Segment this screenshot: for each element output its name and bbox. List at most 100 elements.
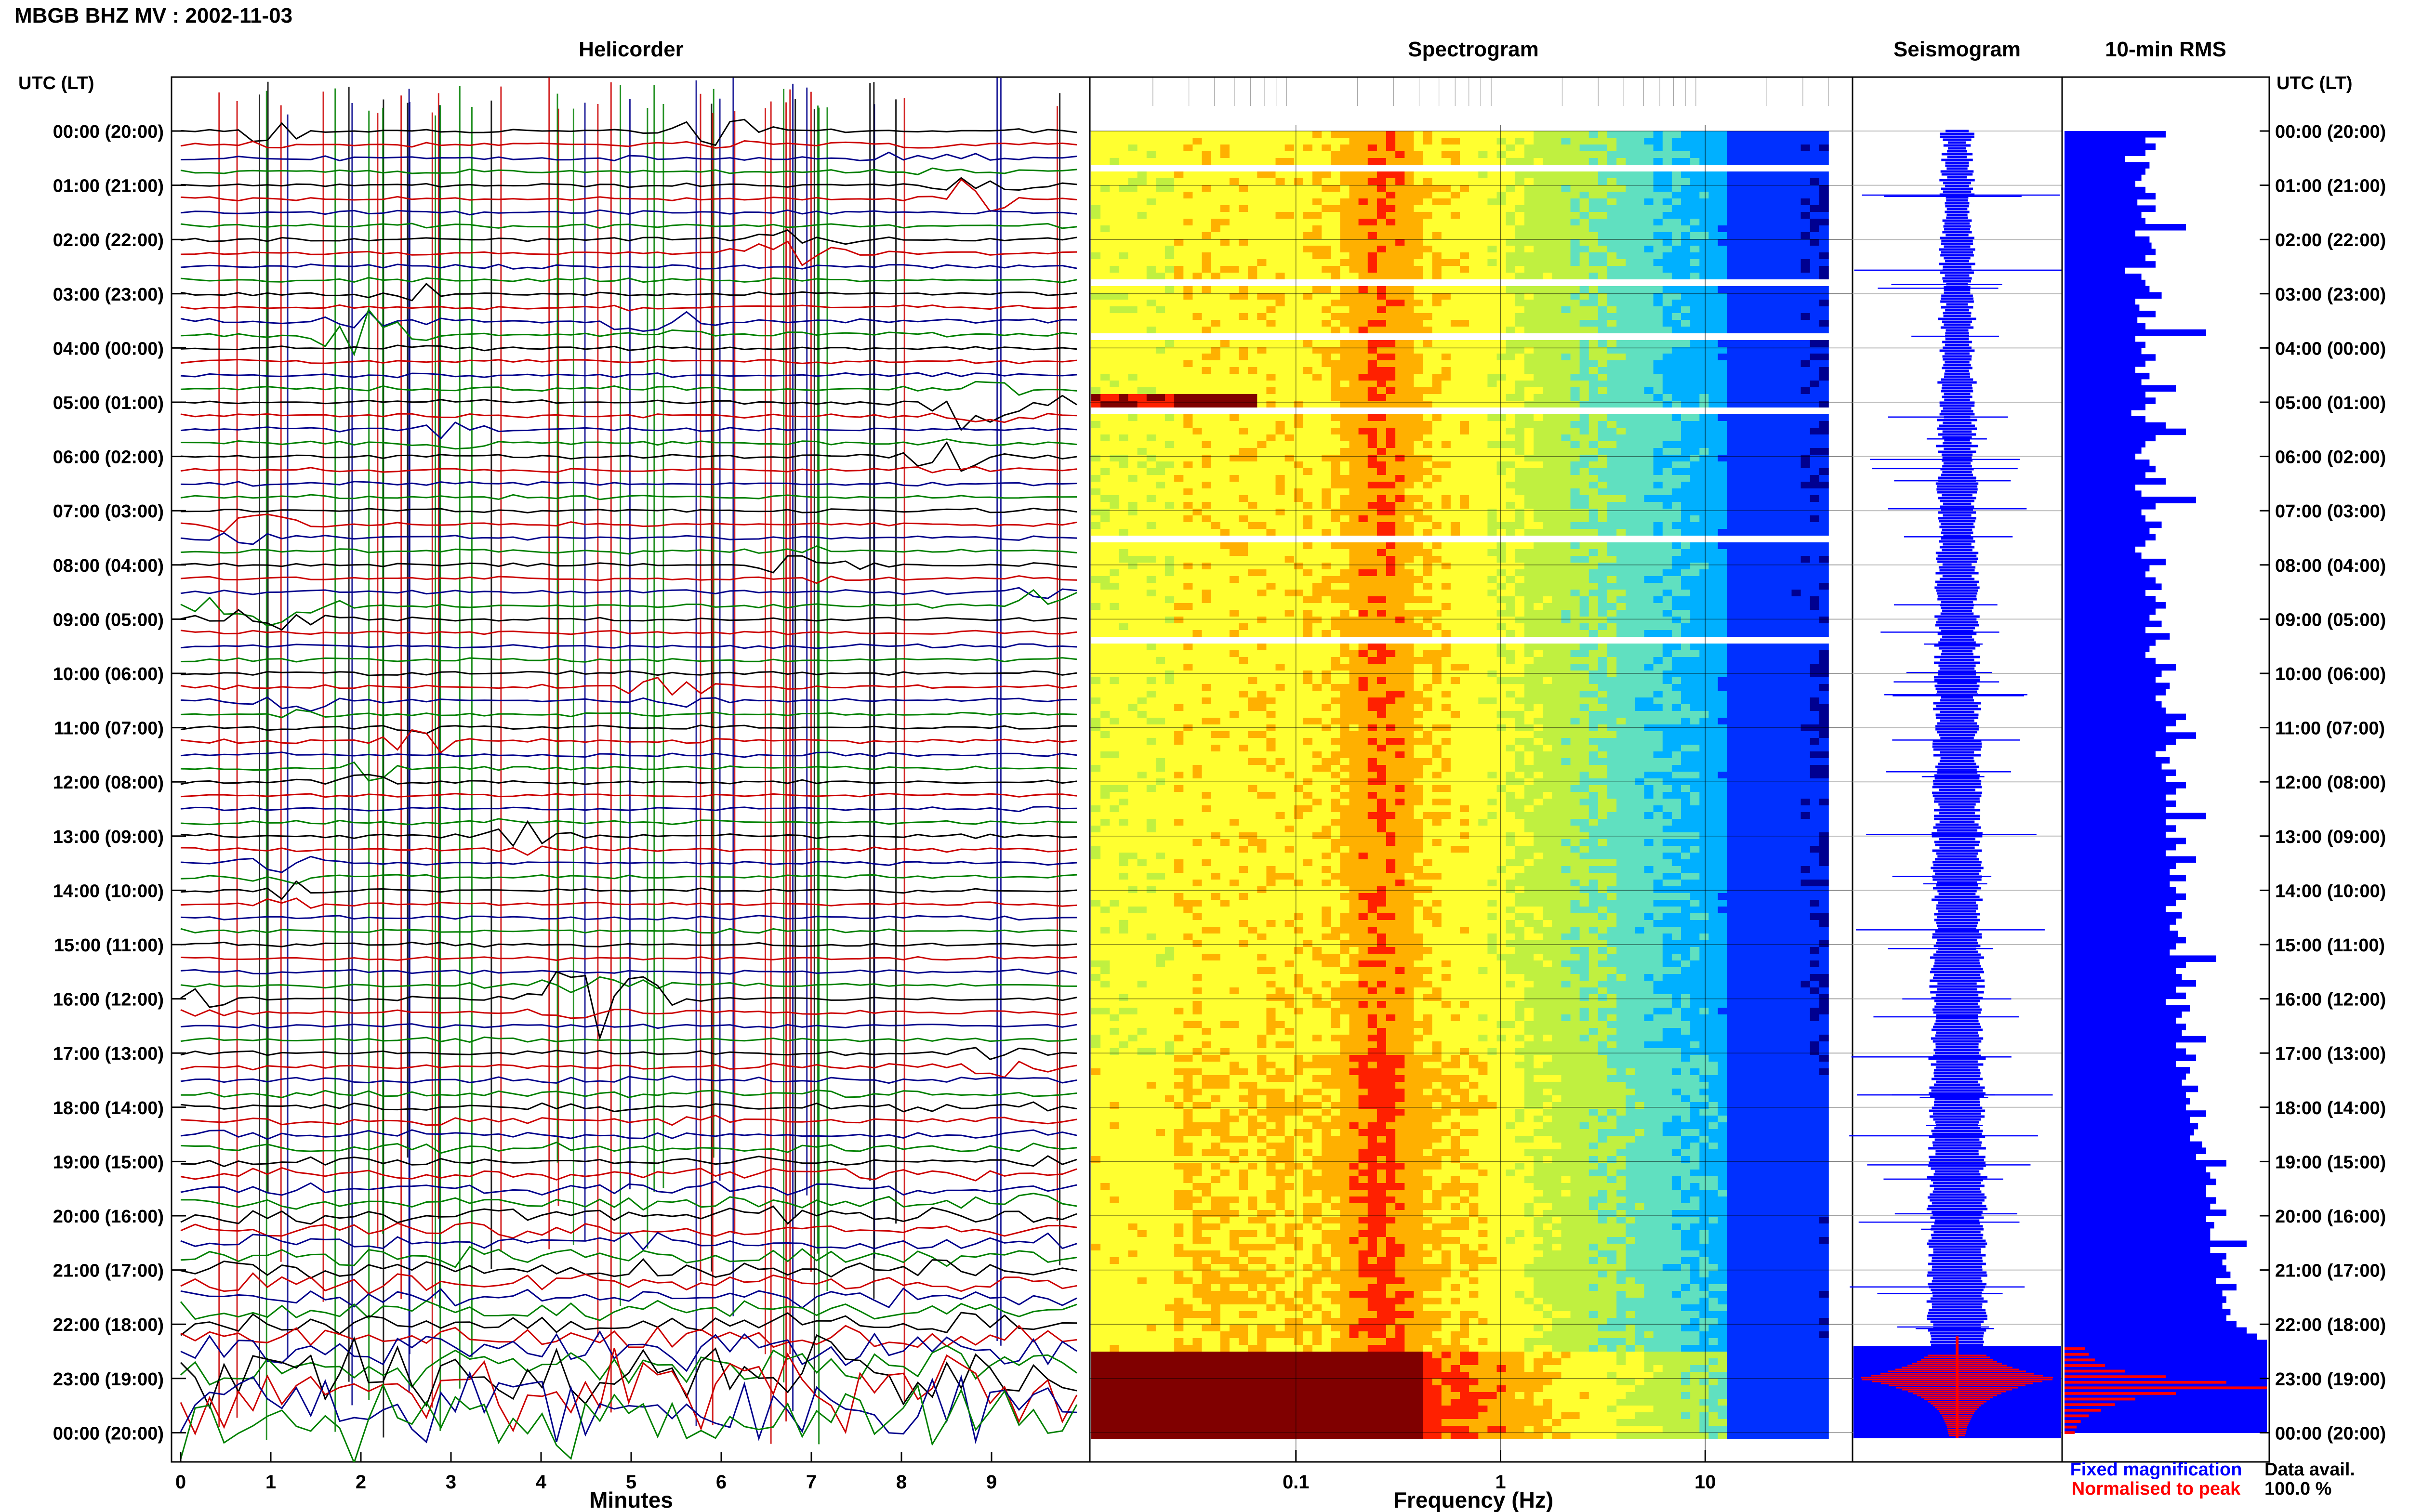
spectrogram-cell: [1552, 509, 1562, 515]
spectrogram-cell: [1137, 273, 1147, 279]
spectrogram-cell: [1414, 320, 1424, 327]
spectrogram-cell: [1588, 246, 1599, 252]
spectrogram-cell: [1312, 509, 1322, 515]
spectrogram-cell: [1423, 522, 1433, 529]
spectrogram-cell: [1496, 515, 1507, 522]
spectrogram-cell: [1699, 401, 1709, 408]
spectrogram-cell: [1810, 482, 1820, 488]
spectrogram-cell: [1607, 441, 1617, 448]
spectrogram-cell: [1727, 158, 1737, 165]
spectrogram-cell: [1266, 246, 1276, 252]
spectrogram-cell: [1220, 387, 1230, 394]
spectrogram-cell: [1662, 509, 1672, 515]
spectrogram-cell: [1727, 475, 1737, 482]
spectrogram-cell: [1487, 145, 1497, 151]
spectrogram-cell: [1635, 549, 1645, 556]
spectrogram-cell: [1257, 219, 1267, 225]
spectrogram-cell: [1791, 306, 1801, 313]
spectrogram-cell: [1736, 448, 1746, 455]
spectrogram-cell: [1146, 151, 1156, 158]
spectrogram-cell: [1478, 171, 1488, 178]
spectrogram-cell: [1110, 360, 1120, 367]
spectrogram-cell: [1284, 300, 1295, 306]
spectrogram-cell: [1764, 468, 1774, 475]
spectrogram-cell: [1165, 448, 1175, 455]
spectrogram-cell: [1607, 542, 1617, 549]
spectrogram-cell: [1616, 340, 1626, 347]
spectrogram-cell: [1367, 381, 1377, 387]
spectrogram-cell: [1395, 266, 1405, 273]
spectrogram-cell: [1165, 556, 1175, 563]
spectrogram-cell: [1515, 401, 1525, 408]
spectrogram-cell: [1275, 468, 1285, 475]
spectrogram-cell: [1616, 542, 1626, 549]
spectrogram-cell: [1137, 192, 1147, 198]
spectrogram-cell: [1598, 563, 1608, 569]
spectrogram-cell: [1469, 145, 1479, 151]
spectrogram-cell: [1211, 455, 1221, 461]
spectrogram-cell: [1239, 387, 1248, 394]
spectrogram-cell: [1819, 286, 1829, 293]
spectrogram-cell: [1791, 374, 1801, 381]
spectrogram-cell: [1810, 502, 1820, 509]
spectrogram-cell: [1708, 374, 1719, 381]
spectrogram-cell: [1718, 549, 1728, 556]
spectrogram-cell: [1579, 428, 1589, 434]
spectrogram-cell: [1635, 286, 1645, 293]
spectrogram-cell: [1220, 434, 1230, 441]
spectrogram-cell: [1764, 549, 1774, 556]
spectrogram-cell: [1404, 475, 1415, 482]
spectrogram-cell: [1460, 266, 1469, 273]
spectrogram-cell: [1128, 300, 1138, 306]
spectrogram-cell: [1441, 448, 1451, 455]
spectrogram-cell: [1386, 327, 1396, 333]
spectrogram-cell: [1644, 198, 1654, 205]
spectrogram-cell: [1662, 421, 1672, 428]
spectrogram-cell: [1745, 549, 1755, 556]
minute-tick-label: 4: [536, 1472, 547, 1493]
spectrogram-cell: [1745, 158, 1755, 165]
spectrogram-cell: [1165, 300, 1175, 306]
spectrogram-cell: [1699, 441, 1709, 448]
spectrogram-cell: [1174, 131, 1184, 138]
spectrogram-cell: [1773, 138, 1783, 145]
spectrogram-cell: [1137, 239, 1147, 246]
spectrogram-cell: [1727, 273, 1737, 279]
spectrogram-cell: [1570, 232, 1580, 239]
spectrogram-cell: [1110, 475, 1120, 482]
spectrogram-cell: [1146, 246, 1156, 252]
spectrogram-cell: [1414, 428, 1424, 434]
spectrogram-cell: [1496, 300, 1507, 306]
spectrogram-cell: [1764, 145, 1774, 151]
spectrogram-cell: [1552, 549, 1562, 556]
spectrogram-cell: [1755, 293, 1764, 300]
spectrogram-cell: [1635, 313, 1645, 320]
spectrogram-cell: [1248, 300, 1257, 306]
spectrogram-cell: [1367, 394, 1377, 401]
spectrogram-cell: [1155, 145, 1165, 151]
spectrogram-cell: [1432, 482, 1442, 488]
spectrogram-cell: [1764, 434, 1774, 441]
spectrogram-cell: [1755, 374, 1764, 381]
spectrogram-cell: [1239, 225, 1248, 232]
spectrogram-cell: [1248, 131, 1257, 138]
spectrogram-cell: [1616, 252, 1626, 259]
spectrogram-cell: [1552, 327, 1562, 333]
spectrogram-cell: [1460, 394, 1469, 401]
spectrogram-cell: [1257, 293, 1267, 300]
spectrogram-cell: [1469, 556, 1479, 563]
spectrogram-cell: [1644, 414, 1654, 421]
spectrogram-cell: [1404, 306, 1415, 313]
spectrogram-cell: [1598, 131, 1608, 138]
spectrogram-cell: [1607, 515, 1617, 522]
spectrogram-cell: [1340, 488, 1350, 495]
spectrogram-cell: [1773, 246, 1783, 252]
spectrogram-cell: [1386, 495, 1396, 502]
spectrogram-cell: [1183, 145, 1193, 151]
spectrogram-cell: [1322, 556, 1331, 563]
spectrogram-cell: [1745, 306, 1755, 313]
spectrogram-cell: [1791, 239, 1801, 246]
spectrogram-cell: [1598, 488, 1608, 495]
spectrogram-cell: [1524, 178, 1534, 185]
spectrogram-cell: [1736, 428, 1746, 434]
